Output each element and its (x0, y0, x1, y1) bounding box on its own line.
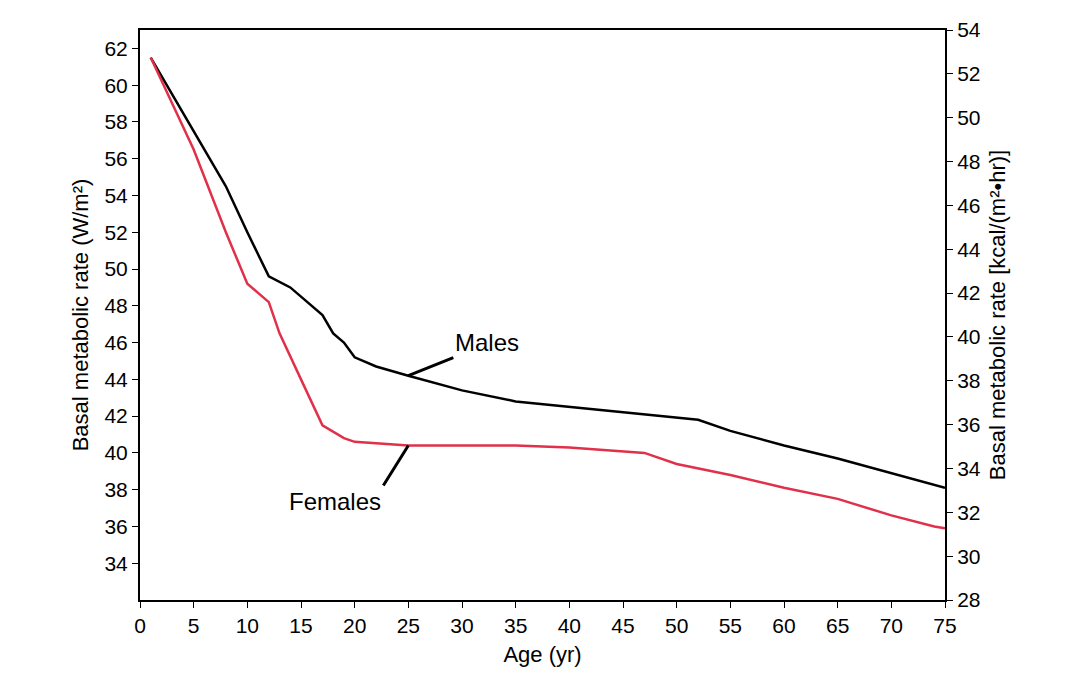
svg-text:25: 25 (397, 614, 420, 637)
svg-text:54: 54 (957, 18, 981, 41)
svg-text:58: 58 (104, 110, 127, 133)
svg-text:46: 46 (957, 194, 980, 217)
svg-text:36: 36 (957, 413, 980, 436)
svg-text:15: 15 (289, 614, 312, 637)
svg-text:44: 44 (957, 238, 981, 261)
svg-text:40: 40 (957, 325, 980, 348)
svg-text:32: 32 (957, 501, 980, 524)
svg-text:46: 46 (104, 331, 127, 354)
svg-text:28: 28 (957, 588, 980, 611)
svg-text:56: 56 (104, 147, 127, 170)
svg-text:30: 30 (957, 545, 980, 568)
svg-text:34: 34 (957, 457, 981, 480)
svg-text:Basal metabolic rate (W/m²): Basal metabolic rate (W/m²) (68, 179, 93, 452)
svg-text:Basal metabolic rate [kcal/(m²: Basal metabolic rate [kcal/(m²•hr)] (985, 150, 1010, 480)
svg-text:52: 52 (957, 62, 980, 85)
svg-text:35: 35 (504, 614, 527, 637)
svg-text:Age (yr): Age (yr) (503, 642, 581, 667)
svg-text:Males: Males (455, 329, 519, 356)
svg-text:55: 55 (719, 614, 742, 637)
svg-text:34: 34 (104, 552, 128, 575)
svg-text:42: 42 (957, 281, 980, 304)
svg-text:10: 10 (236, 614, 259, 637)
svg-text:44: 44 (104, 368, 128, 391)
svg-text:40: 40 (104, 441, 127, 464)
svg-text:52: 52 (104, 221, 127, 244)
svg-text:38: 38 (957, 369, 980, 392)
svg-text:36: 36 (104, 515, 127, 538)
svg-text:5: 5 (188, 614, 200, 637)
svg-text:62: 62 (104, 37, 127, 60)
svg-text:48: 48 (104, 294, 127, 317)
svg-text:38: 38 (104, 478, 127, 501)
svg-text:20: 20 (343, 614, 366, 637)
svg-text:Females: Females (289, 488, 381, 515)
svg-text:42: 42 (104, 404, 127, 427)
svg-text:65: 65 (826, 614, 849, 637)
svg-text:60: 60 (104, 74, 127, 97)
svg-text:70: 70 (880, 614, 903, 637)
svg-text:0: 0 (134, 614, 146, 637)
svg-text:50: 50 (665, 614, 688, 637)
svg-text:75: 75 (933, 614, 956, 637)
svg-text:60: 60 (772, 614, 795, 637)
svg-text:50: 50 (104, 257, 127, 280)
svg-text:45: 45 (611, 614, 634, 637)
svg-text:50: 50 (957, 106, 980, 129)
svg-text:48: 48 (957, 150, 980, 173)
svg-text:54: 54 (104, 184, 128, 207)
svg-text:30: 30 (450, 614, 473, 637)
svg-text:40: 40 (558, 614, 581, 637)
